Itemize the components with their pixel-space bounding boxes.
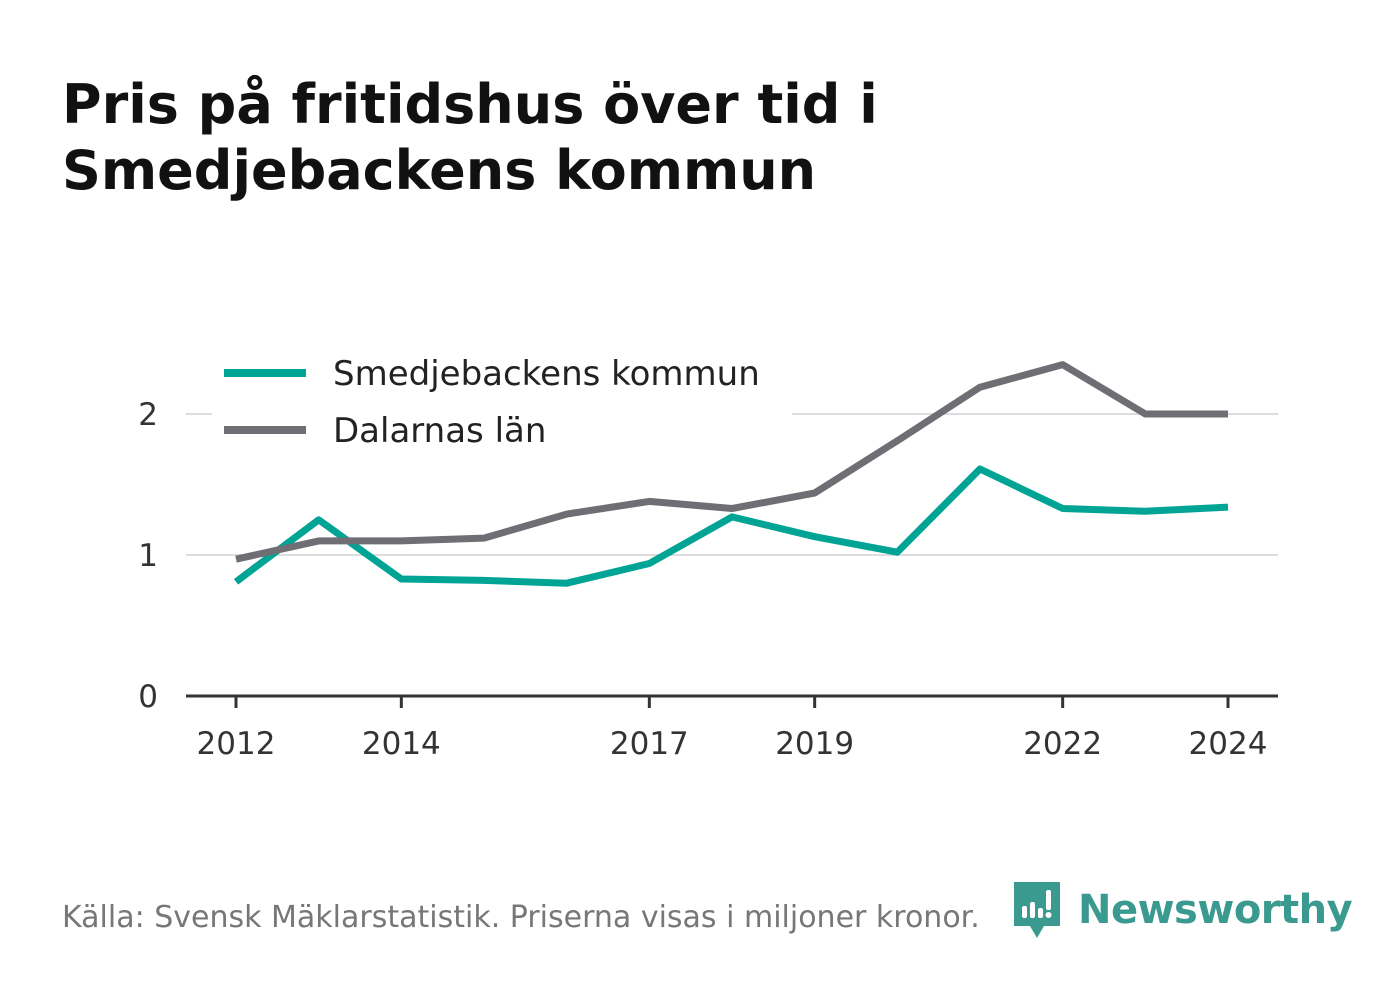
x-tick-label: 2017 [610, 726, 689, 762]
y-tick-label: 2 [138, 397, 158, 433]
source-note: Källa: Svensk Mäklarstatistik. Priserna … [62, 900, 980, 935]
x-tick-label: 2014 [362, 726, 441, 762]
x-tick-label: 2012 [197, 726, 276, 762]
x-tick-label: 2019 [775, 726, 854, 762]
brand-logo: Newsworthy [1012, 880, 1353, 940]
series-line-1 [235, 361, 1228, 563]
legend-label-0: Smedjebackens kommun [333, 354, 760, 394]
chart-title: Pris på fritidshus över tid i Smedjeback… [62, 72, 1262, 204]
newsworthy-logo-icon [1014, 882, 1060, 938]
y-tick-label: 1 [138, 538, 158, 574]
legend-label-1: Dalarnas län [333, 411, 546, 451]
y-tick-label: 0 [138, 679, 158, 715]
x-tick-label: 2024 [1189, 726, 1268, 762]
legend-background [212, 346, 792, 464]
brand-name: Newsworthy [1078, 887, 1353, 933]
chart-title-line-2: Smedjebackens kommun [62, 139, 817, 202]
x-tick-label: 2022 [1023, 726, 1102, 762]
chart-title-line-1: Pris på fritidshus över tid i [62, 73, 878, 136]
series-line-0 [233, 465, 1229, 587]
